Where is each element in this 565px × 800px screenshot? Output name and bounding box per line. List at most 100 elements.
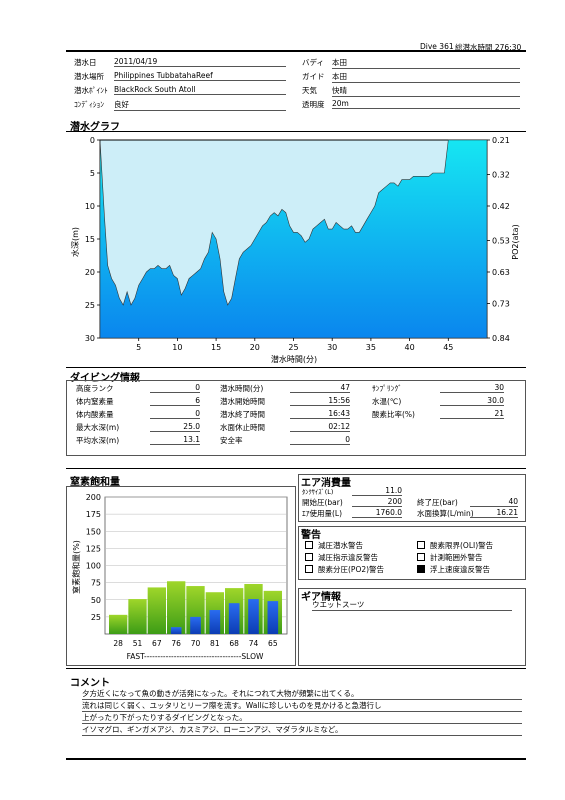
fast-slow-caption: FAST------------------------------------… bbox=[127, 652, 264, 661]
air-used-value: 1760.0 bbox=[352, 508, 402, 518]
warnings-title: 警告 bbox=[301, 530, 321, 541]
dive-graph-title: 潜水グラフ bbox=[70, 122, 120, 133]
weather-value: 快晴 bbox=[332, 85, 520, 97]
info-bottom-rule bbox=[66, 468, 526, 469]
dive-y2-tick-label: 0.73 bbox=[492, 299, 510, 308]
dive-number: Dive 361 bbox=[420, 42, 454, 51]
dive-x-tick-label: 10 bbox=[172, 343, 182, 352]
nitrogen-chart: 25 50 75 100 125 150 175 200 28 51 67 76 70 81 68 74 65… bbox=[71, 493, 288, 661]
tank-size-label: ﾀﾝｸｻｲｽﾞ(L) bbox=[302, 488, 334, 496]
n2-category-label: 28 bbox=[113, 639, 123, 648]
warning-checkbox-ascent bbox=[417, 565, 425, 573]
oxygen-label: 体内酸素量 bbox=[76, 410, 114, 419]
end-time-value: 16:43 bbox=[290, 409, 350, 419]
warning-label-range: 計測範囲外警告 bbox=[430, 553, 483, 562]
n2-category-label: 51 bbox=[133, 639, 143, 648]
weather-label: 天気 bbox=[302, 86, 317, 95]
n2-bar-blue bbox=[267, 601, 279, 634]
nitrogen-box bbox=[66, 486, 296, 666]
dive-y-tick-label: 5 bbox=[90, 169, 95, 178]
gear-title: ギア情報 bbox=[301, 592, 341, 603]
point-label: 潜水ﾎﾟｲﾝﾄ bbox=[74, 86, 108, 95]
n2-y-tick-label: 100 bbox=[86, 562, 101, 571]
dive-x-tick-label: 45 bbox=[443, 343, 453, 352]
gear-item: ウエットスーツ bbox=[312, 599, 512, 611]
n2-y-tick-label: 50 bbox=[91, 596, 101, 605]
comment-line-2: 流れは同じく弱く、ユッタリとリーフ際を流す。Wallに珍しいものを見かけると急潜… bbox=[82, 700, 522, 712]
avg-depth-value: 13.1 bbox=[150, 435, 200, 445]
dive-time-value: 47 bbox=[290, 383, 350, 393]
dive-time-label: 潜水時間(分) bbox=[220, 384, 264, 393]
max-depth-value: 25.0 bbox=[150, 422, 200, 432]
dive-profile-chart: 5 10 15 20 25 30 35 40 45 0 5 10 15 20 25 30 0.21 0.32 0… bbox=[70, 136, 520, 364]
nitrogen-title: 窒素飽和量 bbox=[70, 477, 120, 488]
gear-box bbox=[298, 588, 526, 666]
date-label: 潜水日 bbox=[74, 58, 97, 67]
dive-graph-rule bbox=[66, 131, 526, 132]
n2-bar-blue bbox=[209, 610, 221, 634]
warning-label-ascent: 浮上速度違反警告 bbox=[430, 565, 490, 574]
dive-y2-tick-label: 0.21 bbox=[492, 136, 510, 145]
dive-x-tick-label: 20 bbox=[250, 343, 260, 352]
comments-title: コメント bbox=[70, 678, 110, 689]
diving-info-box bbox=[66, 380, 526, 456]
n2-category-label: 67 bbox=[152, 639, 162, 648]
n2-bar-green bbox=[128, 599, 147, 634]
guide-label: ガイド bbox=[302, 72, 325, 81]
dive-y2-tick-label: 0.53 bbox=[492, 237, 510, 246]
dive-y-tick-label: 25 bbox=[85, 301, 95, 310]
end-time-label: 潜水終了時間 bbox=[220, 410, 265, 419]
warning-label-decomp-violation: 減圧指示違反警告 bbox=[318, 553, 378, 562]
end-pressure-value: 40 bbox=[470, 497, 518, 507]
guide-value: 本田 bbox=[332, 71, 520, 83]
dive-y2-tick-label: 0.32 bbox=[492, 171, 510, 180]
n2-bar-green bbox=[147, 587, 166, 634]
condition-label: ｺﾝﾃﾞｨｼｮﾝ bbox=[74, 100, 104, 109]
dive-x-tick-label: 25 bbox=[288, 343, 298, 352]
surface-conv-value: 16.21 bbox=[470, 508, 518, 518]
comment-line-4: イソマグロ、ギンガメアジ、カスミアジ、ローニンアジ、マダラタルミなど。 bbox=[82, 724, 522, 736]
sampling-value: 30 bbox=[440, 383, 504, 393]
oxygen-ratio-value: 21 bbox=[440, 409, 504, 419]
n2-ylabel: 窒素飽和量(%) bbox=[71, 540, 81, 594]
total-dive-time: 総潜水時間 276:30 bbox=[455, 43, 522, 52]
max-depth-label: 最大水深(m) bbox=[76, 423, 120, 432]
dive-xlabel: 潜水時間(分) bbox=[271, 354, 317, 364]
dive-depth-area bbox=[99, 139, 488, 339]
warning-checkbox-decomp bbox=[305, 541, 313, 549]
n2-bar-blue bbox=[170, 627, 182, 634]
warning-label-decomp: 減圧潜水警告 bbox=[318, 541, 363, 550]
point-value: BlackRock South Atoll bbox=[114, 85, 286, 95]
diving-info-title: ダイビング情報 bbox=[70, 373, 140, 384]
visibility-value: 20m bbox=[332, 99, 520, 109]
n2-y-tick-label: 175 bbox=[86, 510, 101, 519]
dive-x-tick-label: 35 bbox=[366, 343, 376, 352]
n2-y-tick-label: 125 bbox=[86, 544, 101, 553]
n2-bar-blue bbox=[228, 603, 240, 634]
dive-y-tick-label: 20 bbox=[85, 268, 95, 277]
start-pressure-value: 200 bbox=[352, 497, 402, 507]
date-value: 2011/04/19 bbox=[114, 57, 286, 67]
surface-interval-label: 水面休止時間 bbox=[220, 423, 265, 432]
n2-bar-green bbox=[167, 581, 186, 634]
dive-x-tick-label: 5 bbox=[136, 343, 141, 352]
n2-y-tick-label: 200 bbox=[86, 493, 101, 502]
dive-y-tick-label: 30 bbox=[85, 334, 95, 343]
dive-y2label: PO2(ata) bbox=[511, 224, 520, 259]
water-temp-label: 水温(℃) bbox=[372, 397, 402, 406]
altitude-rank-value: 0 bbox=[150, 383, 200, 393]
condition-value: 良好 bbox=[114, 99, 286, 111]
dive-y-tick-label: 10 bbox=[85, 202, 95, 211]
warning-label-oli: 酸素限界(OLI)警告 bbox=[430, 541, 494, 550]
nitrogen-value: 6 bbox=[150, 396, 200, 406]
visibility-label: 透明度 bbox=[302, 100, 325, 109]
air-used-label: ｴｱ使用量(L) bbox=[302, 509, 343, 518]
warnings-box bbox=[298, 526, 526, 580]
dive-x-tick-label: 15 bbox=[211, 343, 221, 352]
n2-bar-green bbox=[109, 614, 128, 634]
surface-interval-value: 02:12 bbox=[290, 422, 350, 432]
n2-category-label: 76 bbox=[171, 639, 181, 648]
comment-line-1: 夕方近くになって魚の動きが活発になった。それにつれて大物が頻繁に出てくる。 bbox=[82, 688, 522, 700]
n2-category-label: 68 bbox=[229, 639, 239, 648]
n2-bar-blue bbox=[190, 616, 201, 634]
